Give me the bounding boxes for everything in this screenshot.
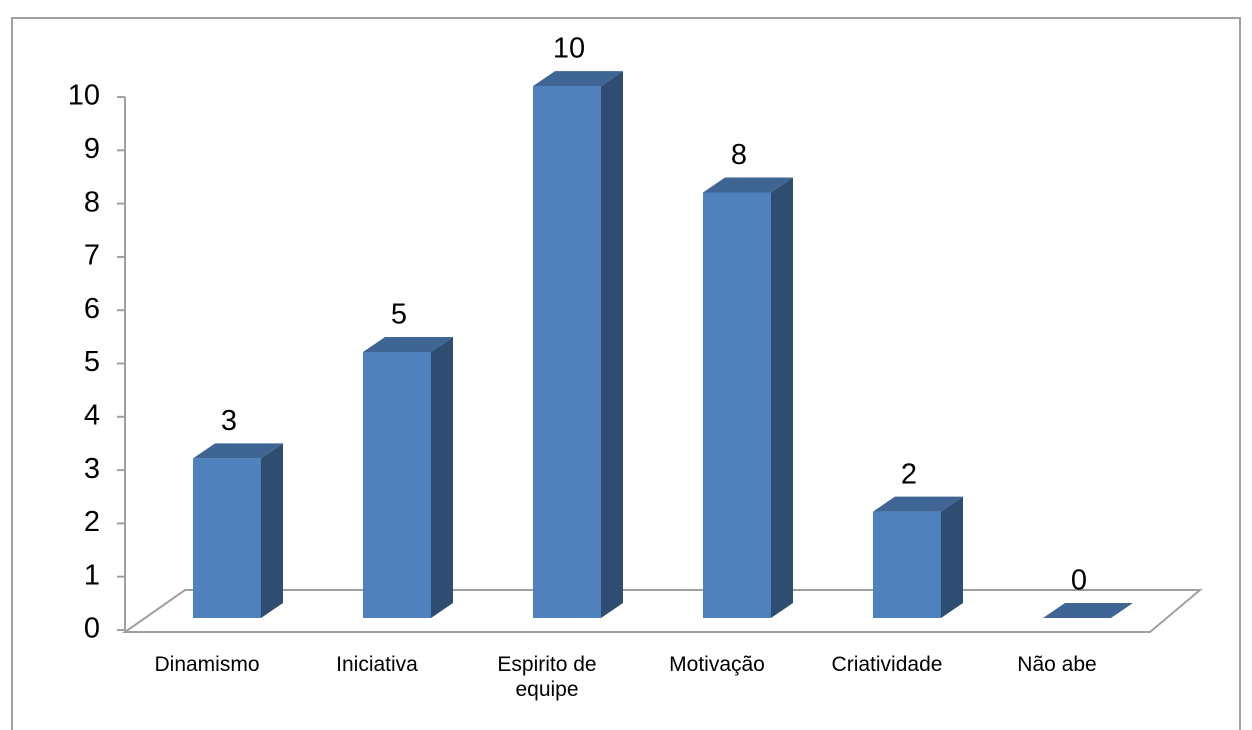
bar xyxy=(703,192,771,618)
value-label: 10 xyxy=(553,33,585,65)
value-label: 0 xyxy=(1071,565,1087,597)
y-tick-label: 4 xyxy=(84,399,100,431)
x-tick-label: Espirito de equipe xyxy=(497,653,597,701)
bar-top xyxy=(363,337,453,353)
bar-top xyxy=(703,177,793,193)
x-tick-label: Não abe xyxy=(1017,653,1097,676)
bar xyxy=(873,511,941,618)
y-tick-label: 10 xyxy=(68,80,100,112)
value-label: 5 xyxy=(391,299,407,331)
value-label: 8 xyxy=(731,139,747,171)
bar-top xyxy=(193,443,283,459)
y-tick-label: 3 xyxy=(84,453,100,485)
bar xyxy=(533,86,601,619)
x-tick-label: Dinamismo xyxy=(154,653,260,676)
floor xyxy=(121,589,1203,633)
bar-side xyxy=(431,337,453,618)
value-label: 2 xyxy=(901,458,917,490)
bar xyxy=(363,352,431,618)
y-tick-label: 2 xyxy=(84,506,100,538)
bar-side xyxy=(601,71,623,619)
y-tick-label: 1 xyxy=(84,559,100,591)
y-tick-label: 8 xyxy=(84,186,100,218)
x-tick-label: Motivação xyxy=(669,653,765,676)
bar-top xyxy=(1043,603,1133,618)
y-tick-label: 5 xyxy=(84,346,100,378)
y-tick-label: 0 xyxy=(84,613,100,645)
bar xyxy=(193,458,261,618)
y-tick-label: 6 xyxy=(84,293,100,325)
y-tick-label: 9 xyxy=(84,133,100,165)
x-tick-label: Iniciativa xyxy=(336,653,418,676)
bar-side xyxy=(941,496,963,618)
bar-side xyxy=(771,177,793,618)
bar-top xyxy=(533,71,623,87)
y-tick-label: 7 xyxy=(84,240,100,272)
value-label: 3 xyxy=(221,405,237,437)
bar-side xyxy=(261,443,283,618)
bar-top xyxy=(873,496,963,512)
x-tick-label: Criatividade xyxy=(831,653,943,676)
